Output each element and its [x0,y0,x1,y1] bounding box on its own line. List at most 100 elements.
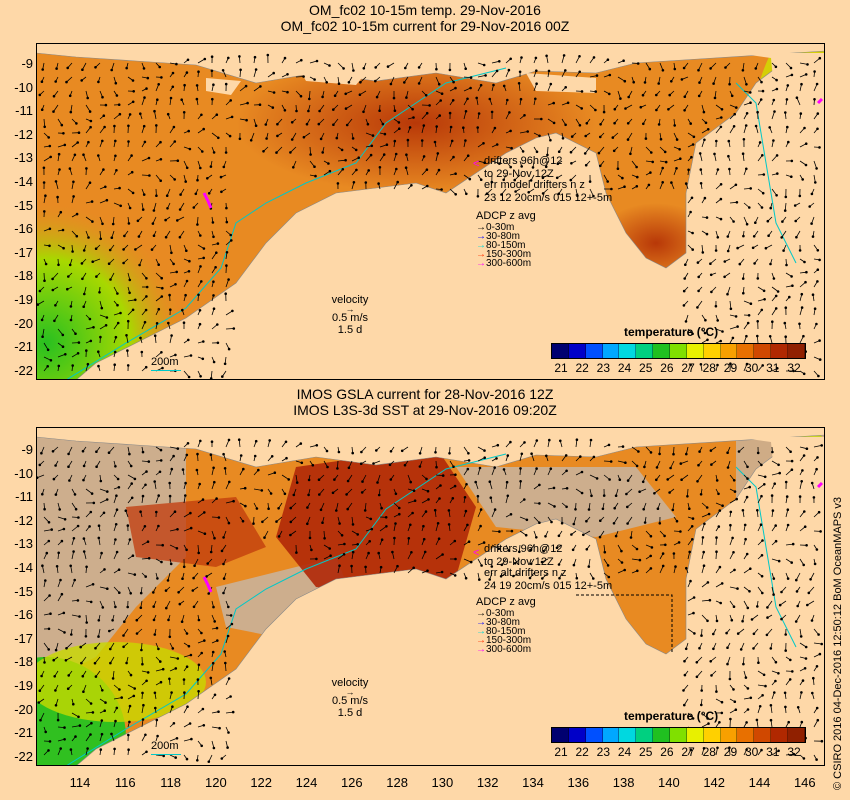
bottom-adcp-row-2: →80-150m [476,626,526,637]
current-arrow [785,753,794,756]
current-arrow-head [199,374,202,378]
current-arrow-head [614,534,618,538]
current-arrow-head [356,543,360,546]
current-arrow-head [212,746,216,750]
colorbar-tick-label: 28 [702,361,716,375]
current-arrow-head [726,466,730,469]
current-arrow-head [146,671,150,674]
current-arrow-head [189,354,193,357]
current-arrow-head [689,363,692,367]
current-arrow-head [777,749,780,753]
current-arrow-head [761,539,764,542]
current-arrow-head [57,152,61,156]
current-arrow-head [197,618,201,622]
current-arrow-head [635,569,639,573]
current-arrow-head [507,68,511,72]
current-arrow-head [89,600,93,604]
current-arrow-head [682,703,686,707]
current-arrow-head [140,350,144,354]
current-arrow-head [132,694,136,698]
current-arrow-head [130,496,134,500]
current-arrow-head [741,619,744,623]
current-arrow-head [202,247,206,250]
current-arrow-head [142,703,145,707]
current-arrow-head [490,565,494,568]
current-arrow [813,445,822,448]
current-arrow-head [699,703,703,707]
current-arrow-head [555,176,559,180]
current-arrow-head [139,336,142,340]
current-arrow-head [166,579,170,582]
current-arrow-head [326,465,329,469]
current-arrow-head [338,522,341,525]
current-arrow [598,146,605,154]
top-adcp-row-0: →0-30m [476,222,515,233]
current-arrow-head [141,208,145,211]
current-arrow-head [716,363,719,367]
current-arrow-head [774,660,778,664]
bottom-map-panel[interactable]: < drifters 96h@12 to 29-Nov 12Z err alt … [36,427,825,766]
current-arrow-head [225,206,228,210]
current-arrow-head [802,454,806,457]
current-arrow-head [712,647,715,651]
current-arrow-head [745,112,749,115]
current-arrow-head [210,55,214,59]
current-arrow-head [87,236,90,239]
current-arrow-head [181,308,184,312]
current-arrow [491,509,496,518]
current-arrow-head [391,550,394,554]
bottom-velocity-value: 0.5 m/s [331,695,369,707]
current-arrow-head [397,127,401,130]
current-arrow-head [703,196,707,200]
current-arrow-head [768,126,771,129]
current-arrow-head [733,568,736,572]
current-arrow-head [108,248,112,252]
yaxis-bottom-tick: -16 [14,607,33,623]
current-arrow-head [155,718,159,722]
current-arrow-head [169,562,173,566]
colorbar-swatch [619,728,637,742]
current-arrow-head [377,493,381,497]
current-arrow-head [118,186,121,190]
current-arrow-head [392,96,396,100]
current-arrow-head [226,746,229,749]
current-arrow-head [723,260,727,263]
current-arrow-head [271,106,275,109]
current-arrow-head [570,162,573,165]
top-map-panel[interactable]: < drifters 96h@12 to 29-Nov 12Z err mode… [36,43,825,380]
current-arrow-head [307,493,310,497]
current-arrow-head [509,129,512,133]
current-arrow-head [126,349,129,352]
current-arrow-head [701,536,705,539]
current-arrow-head [215,113,219,116]
current-arrow-head [109,661,112,665]
top-drifter-track [202,192,213,209]
current-arrow-head [95,450,98,454]
current-arrow-head [305,122,309,126]
current-arrow-head [253,454,257,458]
current-arrow-head [351,523,355,526]
current-arrow-head [439,99,443,102]
current-arrow-head [765,633,769,637]
current-arrow-head [115,550,119,554]
current-arrow-head [68,263,72,267]
current-arrow-head [816,112,820,115]
current-arrow [225,328,234,330]
colorbar-tick-label: 27 [681,745,695,759]
current-arrow-head [695,661,699,664]
current-arrow-head [683,673,687,677]
current-arrow-head [607,575,611,579]
current-arrow-head [535,439,539,442]
current-arrow-head [756,110,759,114]
current-arrow-head [328,64,331,67]
current-arrow-head [114,605,117,609]
current-arrow-head [88,525,91,528]
colorbar-swatch [771,728,789,742]
current-arrow-head [374,66,378,69]
current-arrow-head [755,334,759,338]
current-arrow-head [434,450,437,454]
current-arrow-head [191,589,195,592]
current-arrow-head [702,550,705,554]
current-arrow-head [606,564,610,567]
current-arrow-head [818,339,821,342]
